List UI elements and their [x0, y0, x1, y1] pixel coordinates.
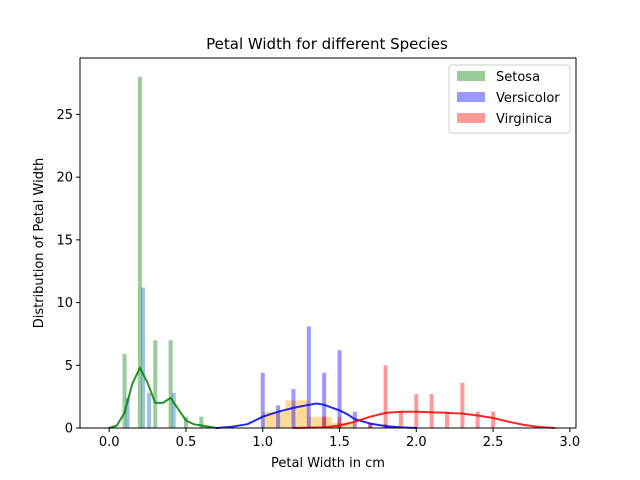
legend-label-virginica: Virginica — [496, 112, 552, 127]
x-tick-label: 0.5 — [176, 435, 197, 450]
bar-setosa — [137, 76, 142, 428]
x-axis: 0.0 0.5 1.0 1.5 2.0 2.5 3.0 — [99, 428, 580, 450]
kde-line-virginica — [292, 410, 556, 429]
x-axis-title: Petal Width in cm — [271, 456, 385, 471]
bar-setosa-secondary — [171, 392, 176, 428]
bar-setosa — [183, 416, 188, 428]
plot-frame — [79, 57, 577, 429]
bar-virginica — [337, 416, 342, 428]
bar-setosa-secondary — [147, 392, 152, 428]
legend-swatch-setosa — [457, 71, 485, 81]
bar-virginica — [383, 365, 388, 428]
legend-frame — [448, 64, 571, 134]
x-tick-label: 1.5 — [329, 435, 350, 450]
x-tick-label: 1.0 — [252, 435, 273, 450]
bar-versicolor — [322, 372, 327, 428]
y-tick-label: 25 — [56, 108, 73, 123]
x-tick-label: 0.0 — [99, 435, 120, 450]
kde-line-versicolor — [215, 402, 418, 429]
bar-setosa — [199, 416, 204, 428]
bar-setosa — [122, 354, 127, 428]
bar-versicolor — [260, 372, 265, 428]
bar-virginica — [368, 422, 373, 428]
bar-versicolor — [337, 350, 342, 428]
y-tick-label: 0 — [65, 422, 73, 437]
y-tick-label: 5 — [65, 359, 73, 374]
x-tick-label: 2.5 — [483, 435, 504, 450]
y-axis-title: Distribution of Petal Width — [32, 158, 47, 329]
bar-versicolor — [368, 424, 373, 428]
y-axis: 0 5 10 15 20 25 — [56, 108, 80, 437]
chart-title: Petal Width for different Species — [206, 35, 448, 53]
bar-virginica — [445, 411, 450, 428]
bar-virginica — [398, 411, 403, 428]
x-tick-label: 3.0 — [560, 435, 581, 450]
bar-setosa — [153, 340, 158, 428]
bar-virginica — [475, 411, 480, 428]
y-tick-label: 10 — [56, 296, 73, 311]
bar-virginica — [491, 411, 496, 428]
bar-versicolor — [276, 405, 281, 428]
legend-label-versicolor: Versicolor — [496, 91, 560, 106]
bar-virginica-wide — [285, 400, 309, 428]
legend-label-setosa: Setosa — [496, 70, 540, 85]
bar-virginica-wide — [262, 411, 286, 428]
bar-virginica — [460, 382, 465, 428]
y-tick-label: 15 — [56, 233, 73, 248]
bar-setosa-secondary — [125, 397, 130, 428]
bar-virginica-wide — [308, 416, 332, 428]
bar-setosa-secondary — [140, 287, 145, 428]
plot-area — [108, 76, 556, 429]
kde-line-setosa — [108, 366, 218, 429]
legend: Setosa Versicolor Virginica — [448, 64, 571, 134]
bar-setosa — [168, 340, 173, 428]
x-tick-label: 2.0 — [406, 435, 427, 450]
bar-virginica — [322, 416, 327, 428]
y-tick-label: 20 — [56, 171, 73, 186]
legend-swatch-virginica — [457, 113, 485, 123]
legend-swatch-versicolor — [457, 92, 485, 102]
bar-versicolor — [306, 326, 311, 428]
bar-virginica — [429, 394, 434, 428]
